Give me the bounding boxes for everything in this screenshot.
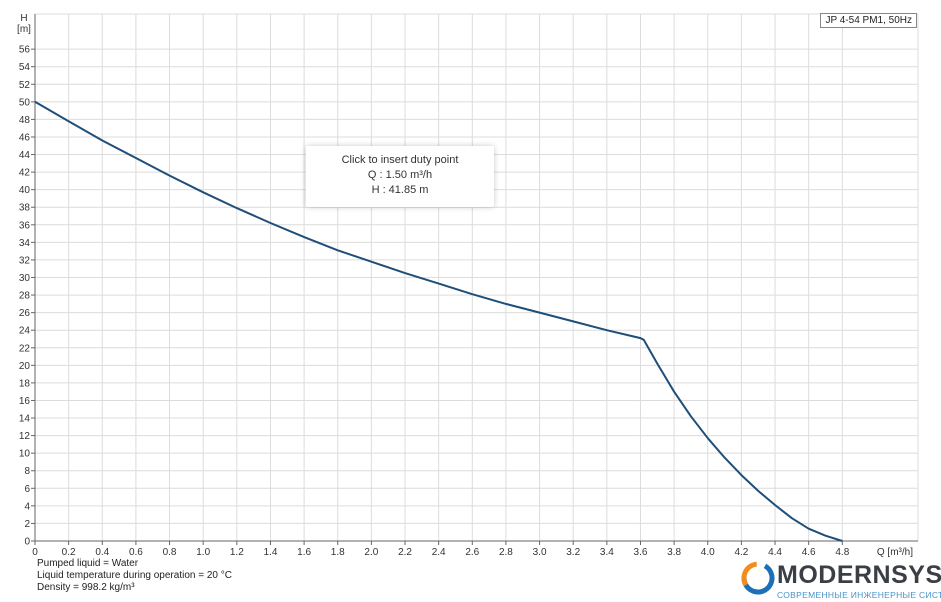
y-tick-label: 44 (19, 150, 31, 161)
pumped-liquid: Pumped liquid = Water (37, 558, 139, 569)
x-tick-label: 2.6 (465, 547, 479, 558)
y-tick-label: 16 (19, 396, 31, 407)
x-tick-label: 3.6 (634, 547, 648, 558)
y-tick-label: 20 (19, 361, 31, 372)
x-tick-label: 3.2 (566, 547, 580, 558)
y-tick-label: 4 (24, 501, 30, 512)
x-tick-label: 0.6 (129, 547, 143, 558)
x-axis-ticks: 0 0.2 0.4 0.6 0.8 1.0 1.2 1.4 1.6 1.8 2.0 2.2 2.4 2.6… (32, 541, 850, 558)
x-tick-label: 1.4 (264, 547, 278, 558)
y-tick-label: 54 (19, 62, 31, 73)
y-tick-label: 30 (19, 273, 31, 284)
x-tick-label: 2.8 (499, 547, 513, 558)
modernsys-logo: MODERNSYS СОВРЕМЕННЫЕ ИНЖЕНЕРНЫЕ СИСТЕМЫ (741, 559, 941, 601)
x-tick-label: 2.4 (432, 547, 446, 558)
y-tick-label: 18 (19, 378, 31, 389)
x-axis-title: Q [m³/h] (877, 547, 913, 558)
x-tick-label: 0.8 (163, 547, 177, 558)
x-tick-label: 4.6 (802, 547, 816, 558)
y-axis-ticks: 0246810121416182022242628303234363840424… (19, 45, 35, 548)
y-tick-label: 52 (19, 80, 31, 91)
liquid-temperature: Liquid temperature during operation = 20… (37, 570, 232, 581)
y-tick-label: 38 (19, 203, 31, 214)
tooltip-instruction: Click to insert duty point (341, 154, 459, 166)
y-tick-label: 36 (19, 220, 31, 231)
grid-lines (34, 13, 919, 542)
logo-wordmark: MODERNSYS (777, 561, 941, 589)
y-tick-label: 46 (19, 132, 31, 143)
y-tick-label: 40 (19, 185, 31, 196)
y-tick-label: 28 (19, 291, 31, 302)
y-tick-label: 12 (19, 431, 31, 442)
y-tick-label: 32 (19, 255, 31, 266)
x-tick-label: 4.0 (701, 547, 715, 558)
y-tick-label: 2 (24, 519, 30, 530)
x-tick-label: 3.4 (600, 547, 614, 558)
y-tick-label: 6 (24, 484, 30, 495)
x-tick-label: 3.0 (533, 547, 547, 558)
x-tick-label: 1.8 (331, 547, 345, 558)
liquid-density: Density = 998.2 kg/m³ (37, 582, 135, 593)
liquid-info: Pumped liquid = Water Liquid temperature… (37, 558, 232, 594)
y-tick-label: 8 (24, 466, 30, 477)
curves (34, 100, 843, 542)
y-tick-label: 14 (19, 414, 31, 425)
x-tick-label: 0 (32, 547, 38, 558)
y-tick-label: 56 (19, 45, 31, 56)
series-line-JP 4-54 PM1, 50Hz[interactable] (34, 100, 843, 542)
logo-mark-icon (741, 561, 775, 595)
y-tick-label: 48 (19, 115, 31, 126)
series-legend: JP 4-54 PM1, 50Hz (820, 13, 917, 28)
x-tick-label: 3.8 (667, 547, 681, 558)
tooltip-head: H : 41.85 m (371, 184, 429, 196)
legend-label: JP 4-54 PM1, 50Hz (825, 15, 912, 26)
x-tick-label: 0.2 (62, 547, 76, 558)
tooltip-flow: Q : 1.50 m³/h (367, 169, 433, 181)
x-tick-label: 1.2 (230, 547, 244, 558)
x-tick-label: 1.0 (196, 547, 210, 558)
y-tick-label: 24 (19, 326, 31, 337)
x-tick-label: 2.2 (398, 547, 412, 558)
y-tick-label: 22 (19, 343, 31, 354)
x-tick-label: 4.2 (734, 547, 748, 558)
x-tick-label: 2.0 (364, 547, 378, 558)
x-tick-label: 0.4 (95, 547, 109, 558)
axis-titles: H[m] Q [m³/h] (17, 13, 913, 558)
x-tick-label: 4.4 (768, 547, 782, 558)
x-tick-label: 4.8 (835, 547, 849, 558)
y-tick-label: 50 (19, 97, 31, 108)
y-axis-unit: [m] (17, 24, 31, 35)
logo-subtitle: СОВРЕМЕННЫЕ ИНЖЕНЕРНЫЕ СИСТЕМЫ (777, 590, 941, 600)
y-tick-label: 26 (19, 308, 31, 319)
x-tick-label: 1.6 (297, 547, 311, 558)
y-tick-label: 42 (19, 168, 31, 179)
duty-point-tooltip[interactable]: Click to insert duty point Q : 1.50 m³/h… (306, 146, 494, 207)
y-tick-label: 0 (24, 537, 30, 548)
y-axis-title: H (20, 13, 27, 24)
y-tick-label: 10 (19, 449, 31, 460)
y-tick-label: 34 (19, 238, 31, 249)
